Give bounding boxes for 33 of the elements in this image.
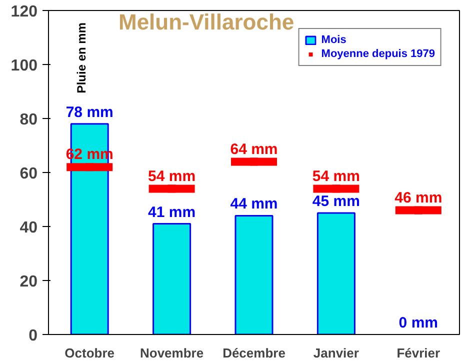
bar [234, 214, 274, 334]
legend-label: Moyenne depuis 1979 [321, 48, 435, 60]
y-tick-label: 120 [10, 4, 38, 20]
x-tick-label: Novembre [140, 346, 204, 360]
data-label: 45 mm [312, 193, 360, 210]
point [332, 184, 340, 193]
data-label: 44 mm [230, 196, 278, 213]
legend-label: Mois [321, 34, 346, 46]
data-label: 0 mm [398, 314, 438, 332]
data-label: 54 mm [312, 168, 360, 185]
point [414, 206, 422, 214]
y-tick-label: 0 [28, 328, 38, 344]
y-tick-label: 60 [20, 166, 38, 182]
x-tick-label: Décembre [222, 346, 286, 360]
data-label: 41 mm [148, 204, 196, 221]
data-label: 64 mm [230, 140, 278, 158]
bar [316, 212, 356, 334]
data-label: 54 mm [148, 168, 196, 185]
y-tick-label: 100 [10, 58, 38, 74]
y-tick-label: 80 [20, 112, 38, 128]
x-tick-label: Octobre [64, 346, 115, 360]
data-label: 78 mm [66, 104, 114, 121]
point [86, 163, 94, 172]
bar [152, 223, 192, 334]
data-label: 46 mm [394, 189, 442, 206]
point [168, 184, 176, 193]
point [250, 158, 258, 166]
y-tick-label: 40 [20, 220, 38, 236]
x-tick-label: Février [396, 346, 440, 360]
chart-title: Melun-Villaroche [118, 10, 294, 34]
x-tick-label: Janvier [313, 346, 359, 360]
y-tick-label: 20 [20, 274, 38, 290]
y-axis-title: Pluie en mm [74, 22, 88, 94]
